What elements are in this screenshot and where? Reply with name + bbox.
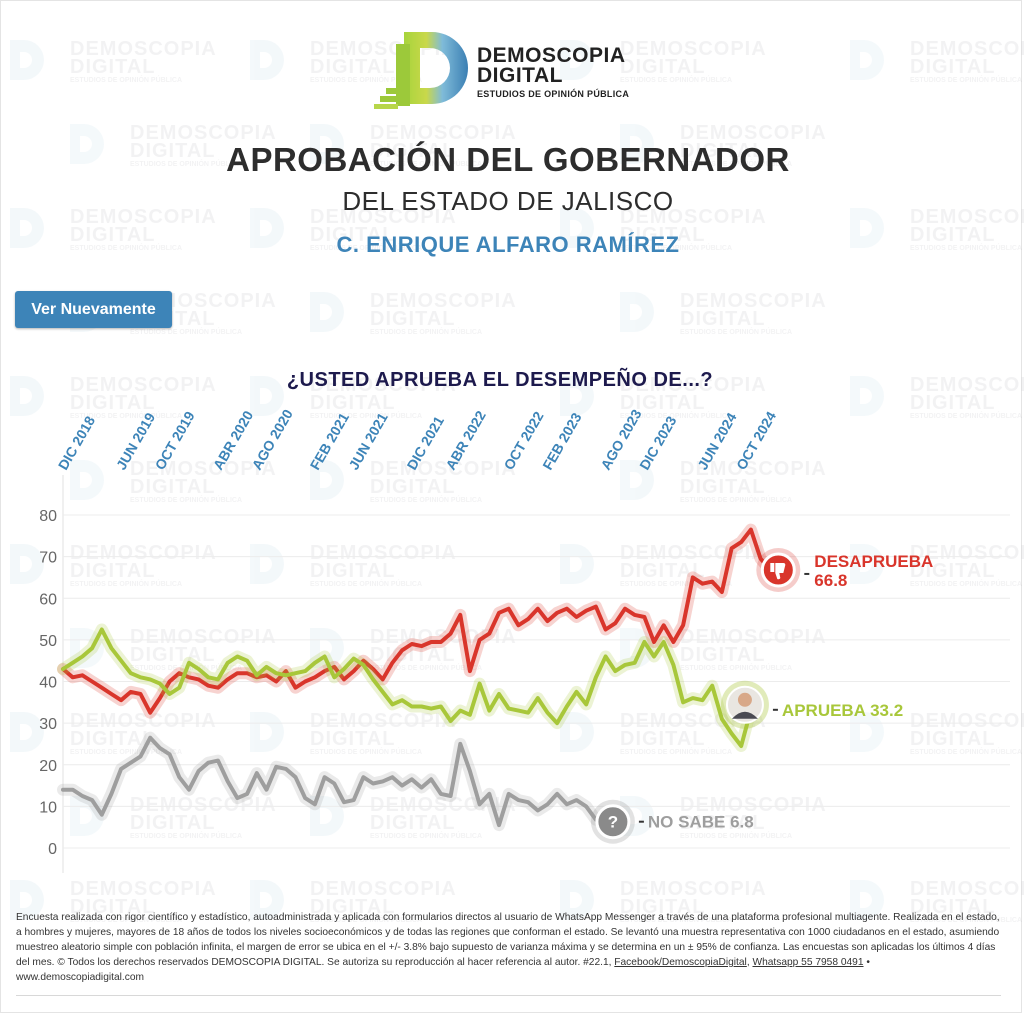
y-tick-label: 60 [39, 591, 57, 608]
governor-name: C. ENRIQUE ALFARO RAMÍREZ [336, 232, 680, 257]
y-tick-label: 80 [39, 508, 57, 525]
y-tick-label: 10 [39, 799, 57, 816]
question-mark-icon [595, 804, 631, 840]
logo-name-line1: DEMOSCOPIA [477, 44, 626, 67]
logo-name-line2: DIGITAL [477, 64, 563, 87]
facebook-link[interactable]: Facebook/DemoscopiaDigital [614, 957, 747, 968]
desaprueba-label: DESAPRUEBA [814, 552, 933, 571]
methodology-footnote: Encuesta realizada con rigor científico … [16, 912, 1000, 983]
page-subtitle: DEL ESTADO DE JALISCO [342, 186, 674, 216]
whatsapp-link[interactable]: Whatsapp 55 7958 0491 [752, 957, 864, 968]
logo-name: DEMOSCOPIA DIGITAL [477, 44, 626, 87]
y-tick-label: 0 [48, 841, 57, 858]
logo-mark-icon [374, 32, 468, 109]
y-tick-label: 40 [39, 675, 57, 692]
website-link[interactable]: www.demoscopiadigital.com [16, 972, 144, 983]
x-tick-label: DIC 2021 [404, 413, 448, 472]
replay-button[interactable]: Ver Nuevamente [15, 291, 172, 328]
series-line-no_sabe [61, 735, 598, 828]
y-tick-label: 50 [39, 633, 57, 650]
avatar-body [731, 711, 758, 719]
footnote-bullet: • [863, 957, 870, 968]
no-sabe-label: NO SABE 6.8 [648, 813, 754, 832]
desaprueba-value: 66.8 [814, 571, 847, 590]
question-glyph: ? [608, 813, 618, 832]
avatar-head [737, 692, 752, 707]
aprueba-label: APRUEBA 33.2 [782, 701, 903, 720]
chart-question: ¿USTED APRUEBA EL DESEMPEÑO DE...? [286, 369, 714, 391]
y-tick-label: 30 [39, 716, 57, 733]
brand-logo: DEMOSCOPIA DIGITAL ESTUDIOS DE OPINIÓN P… [374, 30, 644, 110]
page-title: APROBACIÓN DEL GOBERNADOR [226, 141, 790, 178]
x-tick-label: ABR 2022 [442, 408, 489, 473]
x-tick-label: OCT 2024 [733, 408, 779, 472]
x-tick-label: FEB 2023 [539, 410, 584, 473]
y-tick-label: 70 [39, 550, 57, 567]
thumbs-down-glyph [770, 562, 786, 580]
footnote-text: Encuesta realizada con rigor científico … [16, 912, 1000, 968]
x-tick-label: DIC 2018 [55, 413, 99, 472]
logo-tagline: ESTUDIOS DE OPINIÓN PÚBLICA [477, 89, 630, 99]
x-tick-label: OCT 2019 [152, 408, 198, 472]
footnote-divider [16, 995, 1001, 996]
y-tick-label: 20 [39, 758, 57, 775]
x-tick-label: DIC 2023 [636, 413, 680, 472]
x-tick-label: JUN 2021 [345, 410, 390, 473]
series-line-desaprueba [61, 527, 773, 715]
series-line-aprueba [61, 627, 753, 748]
